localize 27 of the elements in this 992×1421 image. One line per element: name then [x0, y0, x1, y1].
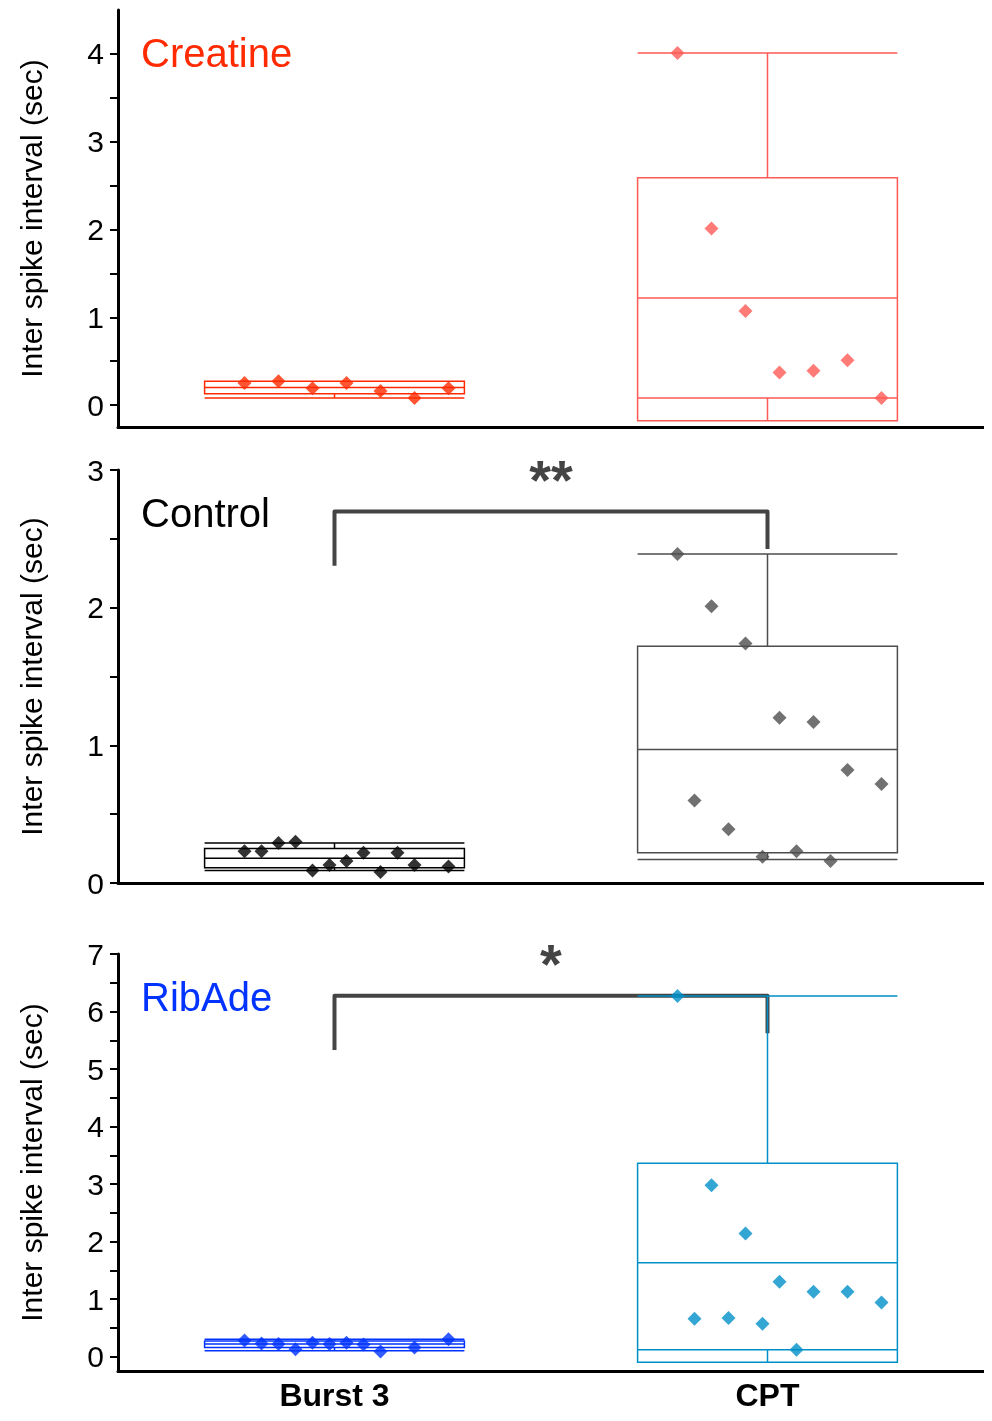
y-tick-label: 7: [87, 937, 104, 971]
y-axis-title: Inter spike interval (sec): [14, 59, 48, 378]
annotation: *: [540, 932, 563, 996]
y-tick-label: 0: [87, 388, 104, 422]
y-tick-label: 3: [87, 453, 104, 487]
x-tick-label: CPT: [735, 1377, 800, 1413]
annotation: **: [529, 448, 573, 512]
y-tick-label: 6: [87, 995, 104, 1029]
y-tick-label: 4: [87, 1110, 104, 1144]
y-tick-label: 3: [87, 1167, 104, 1201]
y-tick-label: 1: [87, 300, 104, 334]
y-tick-label: 2: [87, 212, 104, 246]
y-tick-label: 0: [87, 866, 104, 900]
text: Control: [141, 491, 270, 535]
y-tick-label: 0: [87, 1340, 104, 1374]
x-tick-label: Burst 3: [279, 1377, 390, 1413]
y-tick-label: 1: [87, 728, 104, 762]
y-axis-title: Inter spike interval (sec): [14, 1003, 48, 1322]
y-tick-label: 5: [87, 1052, 104, 1086]
y-tick-label: 2: [87, 591, 104, 625]
y-tick-label: 1: [87, 1282, 104, 1316]
y-tick-label: 2: [87, 1225, 104, 1259]
y-tick-label: 4: [87, 37, 104, 71]
y-tick-label: 3: [87, 125, 104, 159]
y-axis-title: Inter spike interval (sec): [14, 517, 48, 836]
text: Creatine: [141, 31, 293, 75]
text: RibAde: [141, 975, 273, 1019]
